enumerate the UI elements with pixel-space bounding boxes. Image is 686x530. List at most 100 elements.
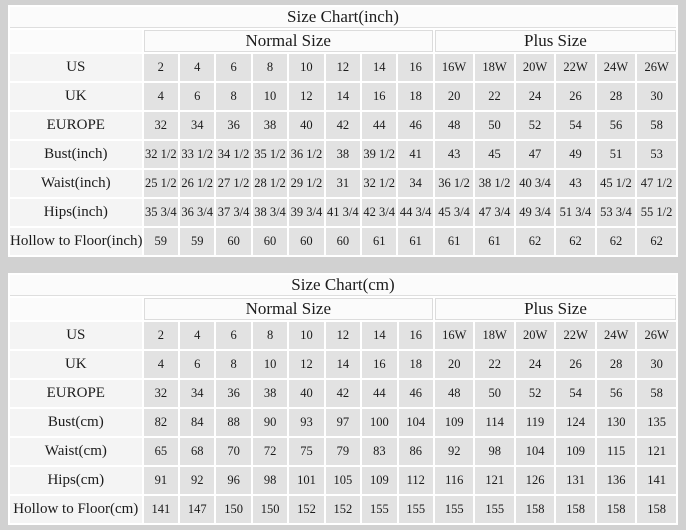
size-value-cell: 34 1/2 bbox=[216, 141, 251, 168]
size-value-cell: 45 3/4 bbox=[434, 199, 474, 226]
row-label: Hips(inch) bbox=[10, 199, 142, 226]
size-value-cell: 6 bbox=[180, 351, 215, 378]
size-value-cell: 84 bbox=[180, 409, 215, 436]
size-value-cell: 10 bbox=[252, 351, 288, 378]
size-value-cell: 4 bbox=[143, 83, 178, 110]
size-value-cell: 150 bbox=[216, 496, 251, 523]
size-value-cell: 98 bbox=[252, 467, 288, 494]
size-value-cell: 28 bbox=[596, 351, 636, 378]
table-row: US 2 4 6 8 10 12 14 16 16W 18W 20W 22W 24W 26W bbox=[10, 322, 676, 349]
size-value-cell: 32 1/2 bbox=[143, 141, 178, 168]
size-value-cell: 44 3/4 bbox=[398, 199, 433, 226]
size-value-cell: 92 bbox=[434, 438, 474, 465]
size-value-cell: 135 bbox=[637, 409, 676, 436]
size-value-cell: 29 1/2 bbox=[289, 170, 324, 197]
table-title: Size Chart(cm) bbox=[10, 275, 676, 296]
size-value-cell: 104 bbox=[515, 438, 555, 465]
size-value-cell: 42 3/4 bbox=[362, 199, 397, 226]
size-value-cell: 119 bbox=[515, 409, 555, 436]
size-value-cell: 59 bbox=[180, 228, 215, 255]
size-value-cell: 48 bbox=[434, 112, 474, 139]
size-value-cell: 40 bbox=[289, 380, 324, 407]
size-value-cell: 62 bbox=[515, 228, 555, 255]
size-value-cell: 38 bbox=[252, 112, 288, 139]
size-value-cell: 49 3/4 bbox=[515, 199, 555, 226]
size-value-cell: 16 bbox=[362, 351, 397, 378]
table-row: Hips(cm) 91 92 96 98 101 105 109 112 116 121 126 131… bbox=[10, 467, 676, 494]
row-label: EUROPE bbox=[10, 112, 142, 139]
size-value-cell: 16 bbox=[398, 322, 433, 349]
size-value-cell: 22 bbox=[475, 83, 514, 110]
size-value-cell: 12 bbox=[325, 322, 361, 349]
size-value-cell: 51 bbox=[596, 141, 636, 168]
size-value-cell: 34 bbox=[398, 170, 433, 197]
size-value-cell: 60 bbox=[252, 228, 288, 255]
size-value-cell: 52 bbox=[515, 112, 555, 139]
size-value-cell: 16W bbox=[434, 54, 474, 81]
size-value-cell: 12 bbox=[325, 54, 361, 81]
size-value-cell: 16 bbox=[362, 83, 397, 110]
size-value-cell: 38 1/2 bbox=[475, 170, 514, 197]
size-value-cell: 150 bbox=[252, 496, 288, 523]
size-value-cell: 35 1/2 bbox=[252, 141, 288, 168]
size-value-cell: 36 3/4 bbox=[180, 199, 215, 226]
size-value-cell: 93 bbox=[289, 409, 324, 436]
size-value-cell: 8 bbox=[216, 83, 251, 110]
row-label: EUROPE bbox=[10, 380, 142, 407]
size-value-cell: 44 bbox=[362, 112, 397, 139]
size-value-cell: 45 1/2 bbox=[596, 170, 636, 197]
size-value-cell: 65 bbox=[143, 438, 179, 465]
size-value-cell: 36 1/2 bbox=[289, 141, 324, 168]
size-value-cell: 39 3/4 bbox=[289, 199, 324, 226]
size-value-cell: 56 bbox=[596, 112, 636, 139]
size-value-cell: 53 bbox=[637, 141, 676, 168]
size-value-cell: 54 bbox=[556, 380, 595, 407]
size-value-cell: 124 bbox=[556, 409, 595, 436]
size-value-cell: 109 bbox=[362, 467, 397, 494]
size-value-cell: 46 bbox=[398, 112, 433, 139]
size-value-cell: 20W bbox=[515, 322, 555, 349]
size-value-cell: 51 3/4 bbox=[556, 199, 595, 226]
size-value-cell: 60 bbox=[216, 228, 251, 255]
size-value-cell: 50 bbox=[475, 112, 514, 139]
size-value-cell: 121 bbox=[475, 467, 514, 494]
size-value-cell: 28 bbox=[596, 83, 636, 110]
size-value-cell: 158 bbox=[515, 496, 555, 523]
size-value-cell: 34 bbox=[180, 380, 215, 407]
size-value-cell: 32 bbox=[143, 380, 179, 407]
size-value-cell: 24W bbox=[596, 54, 636, 81]
table-row: US 2 4 6 8 10 12 14 16 16W 18W 20W 22W 24W 26W bbox=[10, 54, 676, 81]
size-value-cell: 43 bbox=[556, 170, 595, 197]
size-value-cell: 105 bbox=[325, 467, 361, 494]
size-value-cell: 53 3/4 bbox=[596, 199, 636, 226]
size-value-cell: 61 bbox=[475, 228, 514, 255]
size-value-cell: 47 bbox=[515, 141, 555, 168]
size-value-cell: 75 bbox=[289, 438, 324, 465]
size-value-cell: 34 bbox=[180, 112, 215, 139]
size-value-cell: 104 bbox=[398, 409, 433, 436]
size-value-cell: 54 bbox=[556, 112, 595, 139]
size-value-cell: 10 bbox=[252, 83, 288, 110]
size-chart-cm-table: Size Chart(cm) Normal Size Plus Size US 2 4 6 8… bbox=[8, 273, 678, 525]
size-value-cell: 38 bbox=[325, 141, 361, 168]
column-group-header: Plus Size bbox=[434, 30, 676, 52]
size-value-cell: 22W bbox=[556, 54, 595, 81]
table-row: EUROPE 32 34 36 38 40 42 44 46 48 50 52 54 56 58 bbox=[10, 380, 676, 407]
column-group-row: Normal Size Plus Size bbox=[10, 298, 676, 320]
size-value-cell: 61 bbox=[434, 228, 474, 255]
size-value-cell: 20 bbox=[434, 351, 474, 378]
size-value-cell: 32 1/2 bbox=[362, 170, 397, 197]
size-value-cell: 152 bbox=[289, 496, 324, 523]
table-title-row: Size Chart(cm) bbox=[10, 275, 676, 296]
row-label: UK bbox=[10, 83, 142, 110]
size-value-cell: 6 bbox=[216, 322, 251, 349]
size-value-cell: 10 bbox=[289, 322, 324, 349]
size-value-cell: 58 bbox=[637, 112, 676, 139]
row-label: Waist(inch) bbox=[10, 170, 142, 197]
size-value-cell: 116 bbox=[434, 467, 474, 494]
size-value-cell: 22W bbox=[556, 322, 595, 349]
row-label: Bust(inch) bbox=[10, 141, 142, 168]
row-label: Waist(cm) bbox=[10, 438, 142, 465]
size-value-cell: 36 bbox=[216, 112, 251, 139]
